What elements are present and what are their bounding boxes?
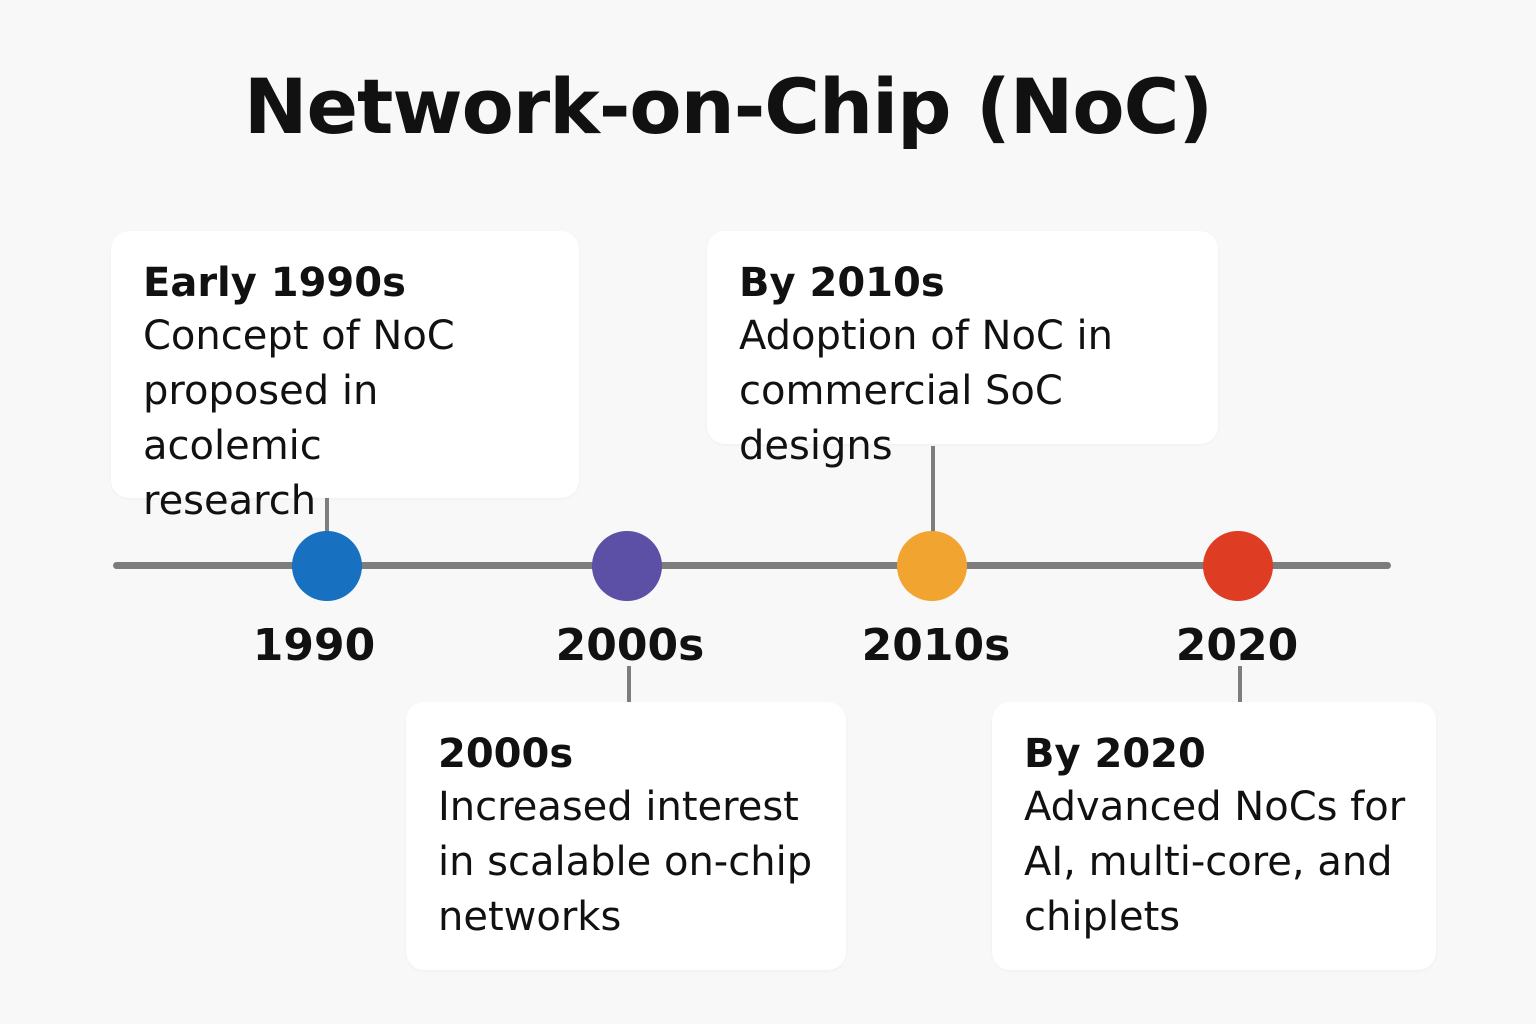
event-description-line: Increased interest xyxy=(438,784,799,830)
event-description-line: proposed in acolemic xyxy=(143,368,379,469)
timeline-dot-2010s xyxy=(897,531,967,601)
event-title: Early 1990s xyxy=(143,260,406,306)
event-description-line: in scalable on-chip xyxy=(438,839,813,885)
event-description-line: Advanced NoCs for xyxy=(1024,784,1406,830)
year-label-2020: 2020 xyxy=(1175,620,1299,671)
event-title: By 2020 xyxy=(1024,731,1206,777)
event-description-line: research xyxy=(143,478,317,524)
event-card-by-2010s: By 2010s Adoption of NoC in commercial S… xyxy=(707,231,1218,469)
connector-2010s xyxy=(931,446,935,534)
event-description-line: Adoption of NoC in xyxy=(739,313,1114,359)
diagram-title: Network-on-Chip (NoC) xyxy=(243,62,1213,151)
event-description-line: Concept of NoC xyxy=(143,313,455,359)
year-label-2000s: 2000s xyxy=(555,620,705,671)
timeline-dot-2000s xyxy=(592,531,662,601)
timeline-dot-2020 xyxy=(1203,531,1273,601)
year-label-2010s: 2010s xyxy=(861,620,1011,671)
event-title: By 2010s xyxy=(739,260,945,306)
connector-2020 xyxy=(1238,666,1242,702)
event-description-line: chiplets xyxy=(1024,894,1181,940)
timeline-dot-1990 xyxy=(292,531,362,601)
event-card-early-1990s: Early 1990s Concept of NoC proposed in a… xyxy=(111,231,579,524)
timeline-axis xyxy=(113,562,1391,569)
event-description-line: networks xyxy=(438,894,622,940)
connector-2000s xyxy=(627,666,631,702)
event-card-by-2020: By 2020 Advanced NoCs for AI, multi-core… xyxy=(992,702,1436,970)
event-card-2000s: 2000s Increased interest in scalable on-… xyxy=(406,702,846,970)
event-description-line: AI, multi-core, and xyxy=(1024,839,1393,885)
year-label-1990: 1990 xyxy=(252,620,376,671)
event-title: 2000s xyxy=(438,731,574,777)
event-description-line: commercial SoC designs xyxy=(739,368,1063,469)
connector-1990 xyxy=(325,498,329,534)
